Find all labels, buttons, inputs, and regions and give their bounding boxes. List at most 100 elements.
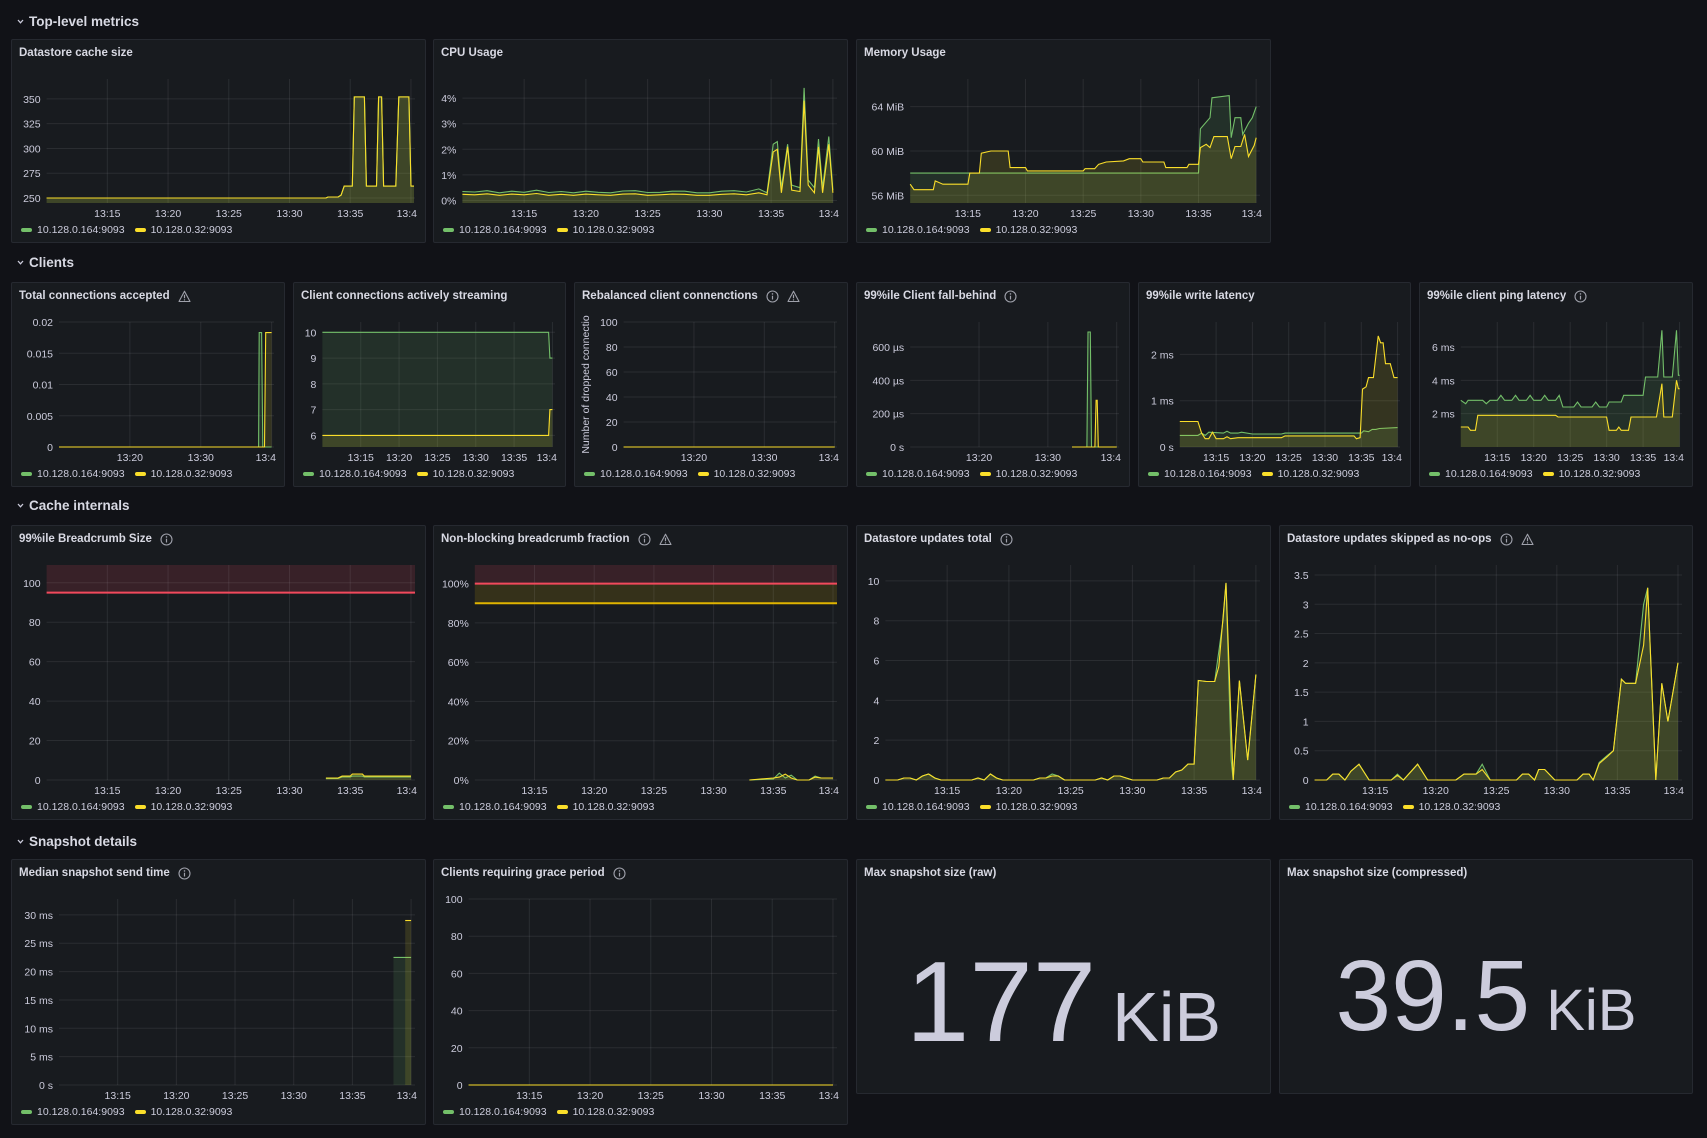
series-line[interactable] <box>322 409 553 436</box>
legend-item[interactable]: 10.128.0.164:9093 <box>866 801 970 813</box>
info-icon[interactable] <box>1000 532 1013 546</box>
panel-header[interactable]: 99%ile Breadcrumb Size <box>19 531 173 547</box>
legend-item[interactable]: 10.128.0.32:9093 <box>979 468 1077 480</box>
series-line[interactable] <box>325 773 411 779</box>
panel-header[interactable]: Total connections accepted <box>19 288 191 304</box>
chevron-down-icon[interactable] <box>16 17 25 26</box>
warning-icon[interactable] <box>178 290 191 303</box>
legend-item[interactable]: 10.128.0.32:9093 <box>556 224 654 236</box>
panel-title[interactable]: 99%ile Breadcrumb Size <box>19 533 152 545</box>
legend-item[interactable]: 10.128.0.32:9093 <box>416 468 514 480</box>
time-series-chart[interactable]: 0% 1% 2% 3% 4% 13:15 13:20 13:25 13:30 13:35 13:4 <box>434 40 848 226</box>
legend-item[interactable]: 10.128.0.164:9093 <box>21 801 125 813</box>
panel-title[interactable]: Total connections accepted <box>19 290 170 302</box>
time-series-chart[interactable]: 0 20 40 60 80 100 13:15 13:20 13:25 13:30 13:35 13:… <box>12 526 426 803</box>
legend-item[interactable]: 10.128.0.164:9093 <box>584 468 688 480</box>
panel-header[interactable]: Client connections actively streaming <box>301 288 507 304</box>
chevron-down-icon[interactable] <box>16 501 25 510</box>
panel-header[interactable]: Non-blocking breadcrumb fraction <box>441 531 672 547</box>
info-icon[interactable] <box>637 532 651 546</box>
time-series-chart[interactable]: 0 2 4 6 8 10 13:15 13:20 13:25 13:30 13:35 13:4 <box>857 526 1271 803</box>
time-series-chart[interactable]: 0 20 40 60 80 100 13:15 13:20 13:25 13:30 13:35 13:… <box>434 860 848 1108</box>
legend-item[interactable]: 10.128.0.164:9093 <box>21 468 125 480</box>
section-header-top-level-metrics[interactable]: Top-level metrics <box>16 11 139 31</box>
chevron-down-icon[interactable] <box>16 837 25 846</box>
panel-title[interactable]: Clients requiring grace period <box>441 867 605 879</box>
time-series-chart[interactable]: 0 20 40 60 80 100 13:20 13:30 13:4 Number of drop… <box>575 283 848 470</box>
panel-title[interactable]: 99%ile write latency <box>1146 290 1255 302</box>
legend-item[interactable]: 10.128.0.164:9093 <box>21 224 125 236</box>
series-line[interactable] <box>1072 399 1117 448</box>
time-series-chart[interactable]: 0 s 200 µs 400 µs 600 µs 13:20 13:30 13:4 <box>857 283 1130 470</box>
legend-item[interactable]: 10.128.0.32:9093 <box>134 468 232 480</box>
panel-header[interactable]: Memory Usage <box>864 45 946 61</box>
panel-title[interactable]: Client connections actively streaming <box>301 290 508 302</box>
panel-title[interactable]: Non-blocking breadcrumb fraction <box>441 533 630 545</box>
legend-item[interactable]: 10.128.0.32:9093 <box>697 468 795 480</box>
time-series-chart[interactable]: 56 MiB 60 MiB 64 MiB 13:15 13:20 13:25 13:30 13… <box>857 40 1271 226</box>
section-header-cache-internals[interactable]: Cache internals <box>16 495 130 515</box>
panel-title[interactable]: 99%ile Client fall-behind <box>864 290 997 302</box>
panel-title[interactable]: Datastore updates skipped as no-ops <box>1287 533 1492 545</box>
warning-icon[interactable] <box>658 533 672 546</box>
panel-title[interactable]: Rebalanced client connenctions <box>582 290 758 302</box>
series-line[interactable] <box>59 332 272 448</box>
info-icon[interactable] <box>1004 289 1017 303</box>
series-line[interactable] <box>1072 331 1117 448</box>
series-line[interactable] <box>59 332 272 448</box>
time-series-chart[interactable]: 0 0.005 0.01 0.015 0.02 13:20 13:30 13:4 <box>12 283 285 470</box>
series-line[interactable] <box>1179 335 1398 440</box>
series-line[interactable] <box>46 96 414 199</box>
legend-item[interactable]: 10.128.0.32:9093 <box>134 224 232 236</box>
panel-header[interactable]: 99%ile client ping latency <box>1427 288 1587 304</box>
legend-item[interactable]: 10.128.0.32:9093 <box>1261 468 1359 480</box>
chevron-down-icon[interactable] <box>16 258 25 267</box>
time-series-chart[interactable]: 0 s 1 ms 2 ms 13:15 13:20 13:25 13:30 13:35 13:4 <box>1139 283 1411 470</box>
panel-header[interactable]: CPU Usage <box>441 45 503 61</box>
legend-item[interactable]: 10.128.0.164:9093 <box>443 224 547 236</box>
panel-title[interactable]: Median snapshot send time <box>19 867 170 879</box>
legend-item[interactable]: 10.128.0.32:9093 <box>134 801 232 813</box>
panel-header[interactable]: Datastore cache size <box>19 45 133 61</box>
panel-title[interactable]: Memory Usage <box>864 47 946 59</box>
panel-title[interactable]: Datastore cache size <box>19 47 133 59</box>
series-line[interactable] <box>910 94 1257 174</box>
series-line[interactable] <box>462 100 834 196</box>
panel-header[interactable]: Clients requiring grace period <box>441 865 626 881</box>
info-icon[interactable] <box>160 532 173 546</box>
panel-header[interactable]: Max snapshot size (raw) <box>864 865 996 881</box>
series-line[interactable] <box>1460 380 1680 431</box>
legend-item[interactable]: 10.128.0.164:9093 <box>443 801 547 813</box>
panel-header[interactable]: 99%ile write latency <box>1146 288 1255 304</box>
legend-item[interactable]: 10.128.0.32:9093 <box>1402 801 1500 813</box>
panel-header[interactable]: Datastore updates total <box>864 531 1013 547</box>
info-icon[interactable] <box>613 866 626 880</box>
legend-item[interactable]: 10.128.0.32:9093 <box>556 801 654 813</box>
legend-item[interactable]: 10.128.0.32:9093 <box>1542 468 1640 480</box>
series-line[interactable] <box>1460 330 1680 408</box>
info-icon[interactable] <box>1574 289 1587 303</box>
series-line[interactable] <box>1179 427 1398 437</box>
series-line[interactable] <box>885 582 1257 781</box>
info-icon[interactable] <box>178 866 191 880</box>
info-icon[interactable] <box>1499 532 1513 546</box>
info-icon[interactable] <box>766 289 779 303</box>
warning-icon[interactable] <box>1520 533 1534 546</box>
series-line[interactable] <box>909 134 1257 191</box>
panel-title[interactable]: CPU Usage <box>441 47 503 59</box>
legend-item[interactable]: 10.128.0.164:9093 <box>443 1106 547 1118</box>
panel-title[interactable]: Datastore updates total <box>864 533 992 545</box>
panel-header[interactable]: Rebalanced client connenctions <box>582 288 800 304</box>
legend-item[interactable]: 10.128.0.164:9093 <box>866 224 970 236</box>
legend-item[interactable]: 10.128.0.32:9093 <box>556 1106 654 1118</box>
panel-title[interactable]: 99%ile client ping latency <box>1427 290 1567 302</box>
time-series-chart[interactable]: 0 0.5 1 1.5 2 2.5 3 3.5 13:15 13:20 13:25 13:30 13:3… <box>1280 526 1693 803</box>
legend-item[interactable]: 10.128.0.164:9093 <box>1429 468 1533 480</box>
series-line[interactable] <box>1314 587 1679 782</box>
time-series-chart[interactable]: 6 7 8 9 10 13:15 13:20 13:25 13:30 13:35 13:4 <box>294 283 566 470</box>
panel-header[interactable]: Median snapshot send time <box>19 865 191 881</box>
legend-item[interactable]: 10.128.0.32:9093 <box>134 1106 232 1118</box>
legend-item[interactable]: 10.128.0.164:9093 <box>1289 801 1393 813</box>
panel-header[interactable]: Datastore updates skipped as no-ops <box>1287 531 1534 547</box>
section-header-clients[interactable]: Clients <box>16 252 74 272</box>
